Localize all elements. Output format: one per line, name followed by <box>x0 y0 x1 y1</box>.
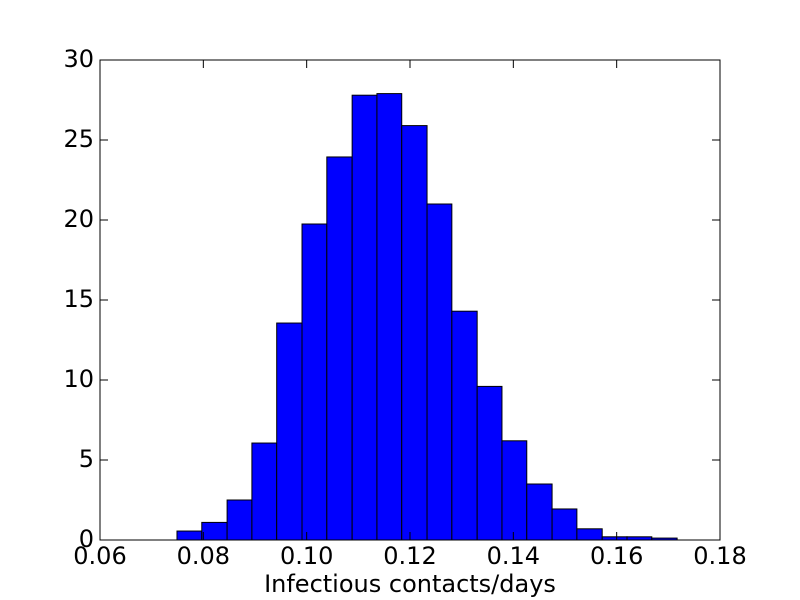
bar <box>451 310 478 541</box>
bar <box>426 203 453 541</box>
bar <box>401 125 428 541</box>
bar <box>201 521 228 541</box>
x-tick-label: 0.10 <box>280 542 333 570</box>
x-tick-label: 0.14 <box>487 542 540 570</box>
y-tick-label: 5 <box>79 445 94 473</box>
y-tick-label: 15 <box>63 285 94 313</box>
y-tick-label: 25 <box>63 125 94 153</box>
y-tick-label: 20 <box>63 205 94 233</box>
bar <box>351 94 378 541</box>
x-tick-label: 0.06 <box>73 542 126 570</box>
bar <box>526 483 553 541</box>
bar <box>501 440 528 541</box>
x-tick-label: 0.16 <box>590 542 643 570</box>
bar <box>276 322 303 541</box>
x-tick-label: 0.18 <box>693 542 746 570</box>
x-tick-label: 0.08 <box>177 542 230 570</box>
bar <box>576 528 603 541</box>
bar <box>226 499 253 541</box>
bar <box>326 156 353 541</box>
bar <box>476 385 503 541</box>
y-tick-label: 30 <box>63 45 94 73</box>
bar <box>176 530 203 541</box>
y-tick-label: 0 <box>79 525 94 553</box>
bar <box>551 508 578 541</box>
plot-area <box>176 93 678 541</box>
bar <box>251 442 278 541</box>
bar <box>301 223 328 541</box>
bar <box>376 93 403 541</box>
y-tick-label: 10 <box>63 365 94 393</box>
x-axis-label: Infectious contacts/days <box>264 570 556 598</box>
x-tick-label: 0.12 <box>383 542 436 570</box>
